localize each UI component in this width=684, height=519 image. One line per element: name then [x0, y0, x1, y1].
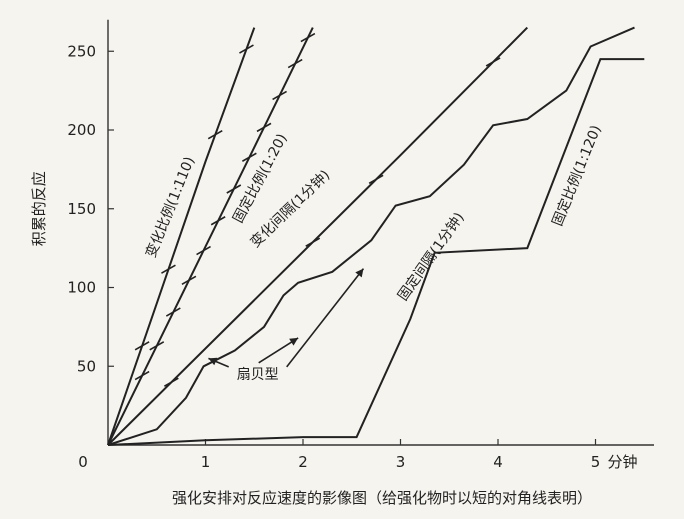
reinforcement-mark	[134, 370, 150, 381]
reinforcement-mark	[161, 264, 176, 274]
annotation-arrowhead	[289, 337, 299, 346]
x-tick-label: 4	[493, 453, 503, 471]
y-tick-label: 100	[67, 279, 96, 297]
x-tick-label: 2	[298, 453, 308, 471]
x-tick-label: 0	[78, 453, 88, 471]
reinforcement-mark	[181, 275, 197, 285]
annotation-arrowhead	[355, 268, 364, 278]
x-tick-label: 5	[591, 453, 601, 471]
scallop-annotation: 扇贝型	[237, 367, 279, 383]
scallop-arrows	[208, 268, 365, 368]
reinforcement-mark	[210, 216, 226, 226]
series-line	[107, 58, 645, 446]
reinforcement-mark	[134, 341, 150, 351]
x-axis-title: 强化安排对反应速度的影像图（给强化物时以短的对角线表明）	[172, 489, 592, 507]
reinforcement-mark	[196, 245, 211, 256]
tick-group: 50 100 150 200 250 0 1 2 3 4 5	[67, 42, 600, 471]
reinforcement-mark	[485, 57, 501, 67]
reinforcement-mark	[272, 90, 287, 101]
series-label: 固定比例(1:120)	[550, 123, 605, 228]
y-tick-label: 250	[67, 42, 96, 60]
x-tick-label: 3	[396, 453, 406, 471]
x-unit-label: 分钟	[608, 453, 638, 471]
reinforcement-mark	[241, 152, 257, 162]
reinforcement-mark	[165, 307, 181, 317]
y-tick-label: 50	[77, 357, 96, 375]
reinforcement-mark	[368, 174, 384, 185]
series-line	[107, 27, 256, 446]
annotation-arrow	[286, 268, 365, 368]
reinforcement-mark	[256, 122, 272, 133]
reinforcement-mark	[239, 44, 254, 54]
series-line	[107, 27, 314, 446]
series-label-group: 变化比例(1:110) 固定比例(1:20)变化间隔(1分钟)固定间隔(1分钟)固…	[143, 123, 605, 304]
y-tick-label: 150	[67, 200, 96, 218]
series-label: 固定间隔(1分钟)	[394, 209, 467, 304]
reinforcement-mark	[300, 32, 316, 43]
x-tick-label: 1	[201, 453, 211, 471]
reinforcement-mark	[287, 58, 303, 69]
curve-group	[107, 26, 645, 446]
reinforcement-mark	[207, 130, 223, 140]
annotation-arrowhead	[208, 357, 218, 366]
series-line	[107, 26, 529, 446]
y-tick-label: 200	[67, 121, 96, 139]
y-axis-title: 积累的反应	[30, 171, 48, 246]
reinforcement-mark	[149, 341, 165, 351]
series-line	[107, 26, 635, 446]
axes	[107, 19, 654, 446]
reinforcement-mark	[163, 377, 179, 387]
reinforcement-mark	[226, 184, 242, 194]
reinforcement-mark	[305, 237, 321, 247]
